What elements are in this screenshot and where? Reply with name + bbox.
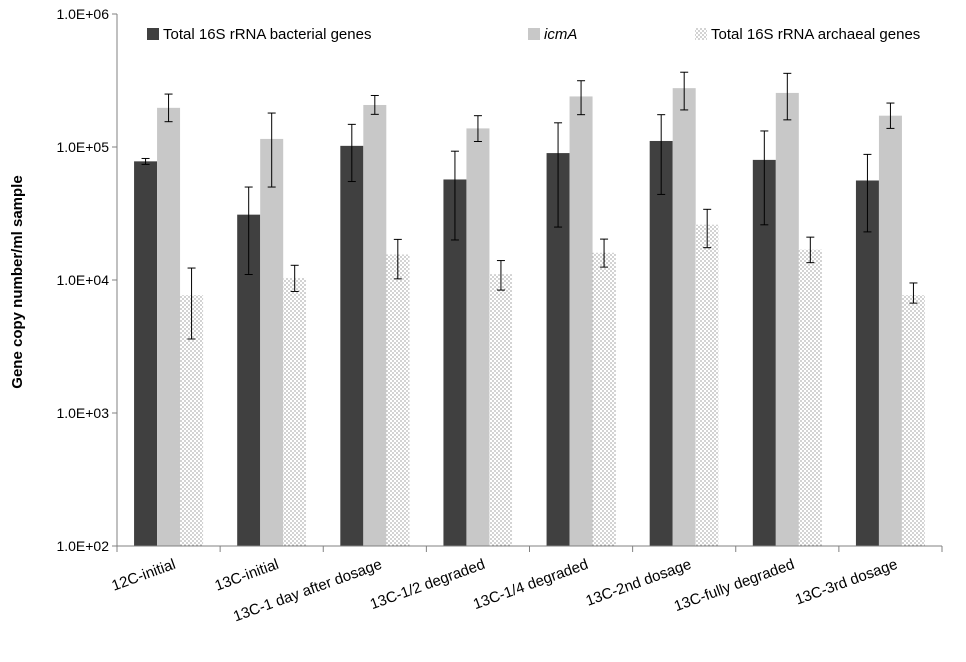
y-tick-label: 1.0E+06 [56, 6, 109, 22]
error-bar [496, 260, 505, 291]
error-bar [680, 71, 689, 111]
bar-archaeal [283, 277, 307, 546]
error-bar [703, 208, 712, 249]
y-tick-label: 1.0E+04 [56, 272, 109, 288]
error-bar [244, 186, 253, 275]
bar-icma [466, 128, 490, 546]
legend: Total 16S rRNA bacterial genes icmA Total … [147, 26, 920, 43]
y-tick-label: 1.0E+02 [56, 538, 109, 554]
legend-item: Total 16S rRNA bacterial genes [147, 26, 371, 43]
legend-item: icmA [528, 26, 577, 43]
error-bar [806, 236, 815, 264]
legend-swatch [528, 28, 540, 40]
bar-archaeal [592, 252, 616, 546]
error-bar [760, 130, 769, 226]
bar-archaeal [489, 274, 513, 546]
bar-icma [260, 138, 284, 546]
x-tick-label: 13C-initial [213, 556, 281, 595]
legend-swatch [147, 28, 159, 40]
bar-icma [672, 88, 696, 546]
bar-archaeal [901, 295, 925, 546]
bar-icma [775, 92, 799, 547]
bar-bacterial [340, 145, 364, 546]
y-tick-label: 1.0E+03 [56, 405, 109, 421]
y-axis: 1.0E+02 1.0E+03 1.0E+04 1.0E+05 1.0E+06 [56, 6, 118, 554]
y-tick-label: 1.0E+05 [56, 139, 109, 155]
error-bar [450, 150, 459, 241]
error-bar [783, 72, 792, 121]
bar-bacterial [443, 179, 467, 547]
error-bar [600, 238, 609, 268]
error-bar [267, 112, 276, 188]
error-bar [554, 122, 563, 228]
bar-archaeal [180, 295, 204, 546]
bar-archaeal [798, 249, 822, 547]
error-bar [141, 157, 150, 165]
bar-bacterial [649, 140, 673, 546]
error-bar [393, 238, 402, 280]
bar-icma [569, 96, 593, 546]
legend-label: Total 16S rRNA archaeal genes [711, 26, 920, 43]
error-bar [347, 123, 356, 183]
error-bar [909, 282, 918, 304]
bar-bacterial [752, 159, 776, 546]
legend-label: icmA [544, 26, 577, 43]
bar-archaeal [695, 224, 719, 547]
bar-bacterial [546, 153, 570, 546]
x-tick-label: 13C-1/4 degraded [471, 556, 590, 613]
y-axis-title: Gene copy number/ml sample [9, 175, 26, 388]
legend-swatch [695, 28, 707, 40]
legend-label: Total 16S rRNA bacterial genes [163, 26, 371, 43]
x-tick-label: 13C-1/2 degraded [368, 556, 487, 613]
bars-group [134, 71, 925, 547]
error-bar [473, 115, 482, 142]
bar-icma [157, 107, 181, 546]
bar-archaeal [386, 254, 410, 546]
error-bar [886, 102, 895, 129]
bar-icma [363, 104, 387, 546]
error-bar [863, 153, 872, 233]
error-bar [290, 264, 299, 292]
bar-bacterial [134, 161, 158, 546]
x-tick-label: 13C-3rd dosage [793, 556, 900, 609]
bar-bacterial [855, 180, 879, 546]
bar-bacterial [237, 214, 261, 546]
error-bar [187, 267, 196, 340]
bar-icma [878, 115, 902, 546]
error-bar [370, 94, 379, 115]
error-bar [657, 114, 666, 195]
x-tick-label: 12C-initial [109, 556, 177, 595]
error-bar [577, 80, 586, 116]
error-bar [164, 93, 173, 123]
legend-item: Total 16S rRNA archaeal genes [695, 26, 920, 43]
